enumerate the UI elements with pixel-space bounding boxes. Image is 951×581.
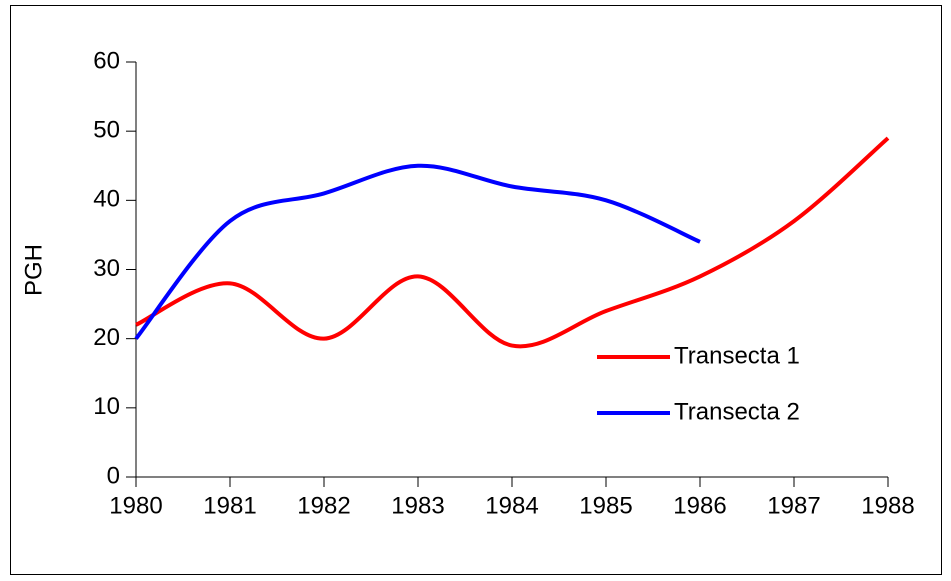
legend-label: Transecta 2 (674, 398, 800, 425)
x-tick-label: 1980 (109, 492, 162, 519)
x-tick-label: 1982 (297, 492, 350, 519)
y-tick-label: 60 (93, 47, 120, 74)
legend-label: Transecta 1 (674, 342, 800, 369)
x-tick-label: 1981 (203, 492, 256, 519)
y-tick-label: 50 (93, 117, 120, 144)
y-tick-label: 20 (93, 324, 120, 351)
y-axis-label: PGH (20, 244, 47, 296)
y-tick-label: 10 (93, 393, 120, 420)
x-tick-label: 1983 (391, 492, 444, 519)
y-tick-label: 0 (107, 462, 120, 489)
x-tick-label: 1987 (767, 492, 820, 519)
x-tick-label: 1988 (861, 492, 914, 519)
series-line (134, 163, 701, 340)
x-tick-label: 1986 (673, 492, 726, 519)
series-line (135, 136, 890, 349)
x-tick-label: 1985 (579, 492, 632, 519)
x-tick-label: 1984 (485, 492, 538, 519)
y-tick-label: 40 (93, 186, 120, 213)
chart-border (10, 5, 942, 575)
y-tick-label: 30 (93, 255, 120, 282)
